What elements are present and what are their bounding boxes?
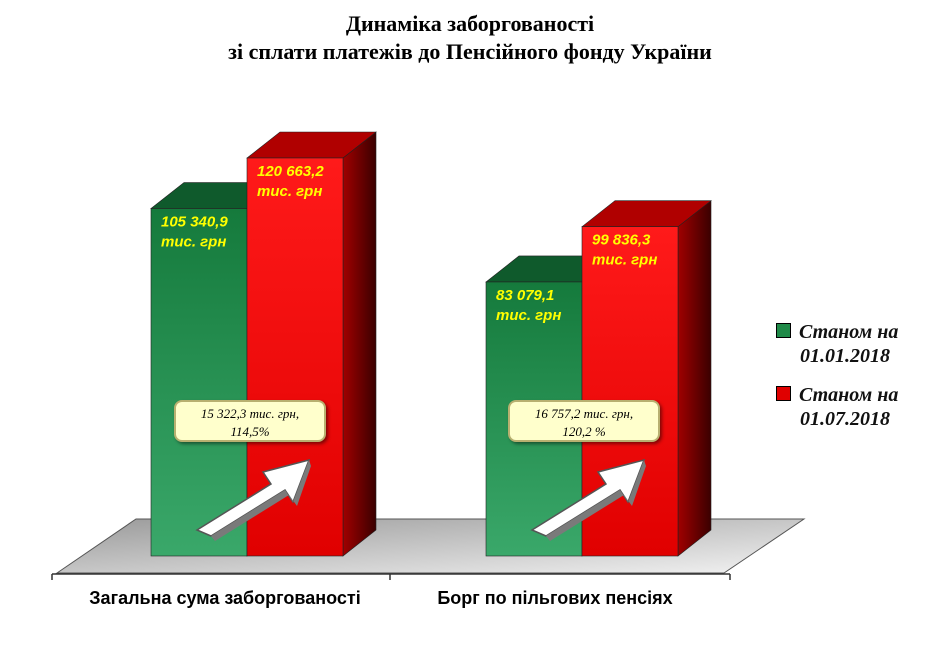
growth-arrow-shadow [211,460,311,541]
bar-front [150,208,248,557]
chart-title: Динаміка заборгованості зі сплати платеж… [0,10,940,66]
data-label-jul-0-line1: 120 663,2 [257,163,324,180]
legend-swatch-red [776,386,791,401]
legend-item-jan: Станом на 01.01.2018 [776,320,936,368]
legend-label-jan-line2: 01.01.2018 [800,345,890,367]
change-callout-privileged-line2: 120,2 % [562,424,606,439]
change-callout-total-line1: 15 322,3 тис. грн, [200,406,300,421]
bar-side [342,131,377,557]
legend-label-jul-line1: Станом на [799,384,899,406]
chart-title-line1: Динаміка заборгованості [345,11,595,36]
bar-side [677,200,712,557]
legend-item-jul: Станом на 01.07.2018 [776,383,936,431]
change-callout-total: 15 322,3 тис. грн, 114,5% [174,400,326,442]
data-label-jan-0-line1: 105 340,9 [161,214,228,231]
growth-arrow-shadow [546,460,646,541]
legend-label-jan-line1: Станом на [799,321,899,343]
change-callout-privileged-line1: 16 757,2 тис. грн, [534,406,634,421]
change-callout-privileged: 16 757,2 тис. грн, 120,2 % [508,400,660,442]
change-callout-total-line2: 114,5% [230,424,270,439]
chart-title-line2: зі сплати платежів до Пенсійного фонду У… [228,39,712,64]
data-label-jan-1-line2: тис. грн [496,307,561,324]
legend-swatch-green [776,323,791,338]
legend-label-jul-line2: 01.07.2018 [800,408,890,430]
data-label-jul-0-line2: тис. грн [257,183,322,200]
data-label-jan-1-line1: 83 079,1 [496,287,554,304]
category-label-total: Загальна сума заборгованості [89,588,361,608]
category-label-privileged: Борг по пільгових пенсіях [437,588,673,608]
data-label-jul-1-line2: тис. грн [592,252,657,269]
data-label-jan-0-line2: тис. грн [161,234,226,251]
data-label-jul-1-line1: 99 836,3 [592,232,651,249]
